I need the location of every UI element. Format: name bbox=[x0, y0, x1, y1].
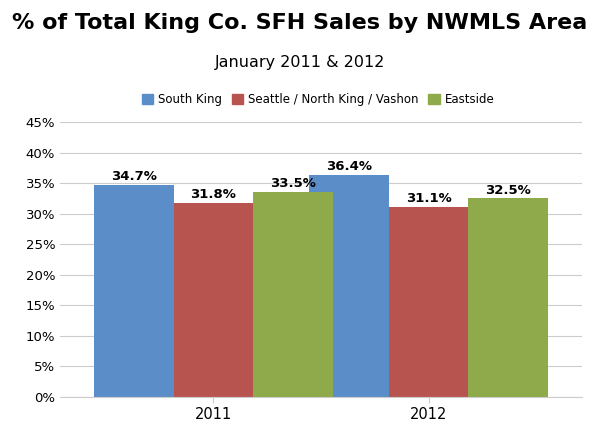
Text: 34.7%: 34.7% bbox=[111, 170, 157, 183]
Text: 33.5%: 33.5% bbox=[270, 177, 316, 191]
Text: SeattleBubble.com: SeattleBubble.com bbox=[128, 303, 514, 337]
Bar bbox=[173, 203, 253, 397]
Text: % of Total King Co. SFH Sales by NWMLS Area: % of Total King Co. SFH Sales by NWMLS A… bbox=[13, 13, 587, 33]
Text: 32.5%: 32.5% bbox=[485, 184, 531, 197]
Bar bbox=[253, 192, 333, 397]
Text: 31.1%: 31.1% bbox=[406, 192, 452, 205]
Text: 31.8%: 31.8% bbox=[190, 188, 236, 201]
Text: 36.4%: 36.4% bbox=[326, 160, 372, 173]
Bar bbox=[469, 198, 548, 397]
Legend: South King, Seattle / North King / Vashon, Eastside: South King, Seattle / North King / Vasho… bbox=[142, 93, 494, 106]
Text: January 2011 & 2012: January 2011 & 2012 bbox=[215, 54, 385, 69]
Bar bbox=[94, 185, 173, 397]
Bar bbox=[309, 174, 389, 397]
Bar bbox=[389, 207, 469, 397]
